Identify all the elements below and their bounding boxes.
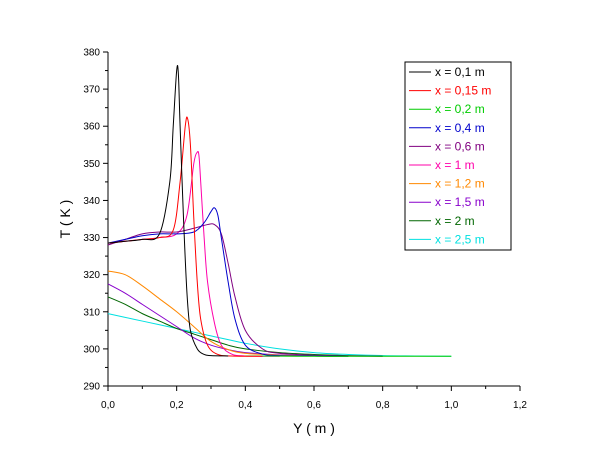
legend-label: x = 0,4 m (435, 121, 485, 135)
y-tick-label: 360 (83, 122, 100, 133)
legend-label: x = 1 m (435, 158, 475, 172)
legend-box (404, 61, 512, 251)
legend-label: x = 0,6 m (435, 139, 485, 153)
series-line-x-2-m (107, 296, 383, 357)
legend-label: x = 2,5 m (435, 232, 485, 246)
y-tick-label: 310 (83, 307, 100, 318)
x-tick-label: 0,6 (307, 400, 321, 411)
legend-label: x = 0,2 m (435, 102, 485, 116)
x-axis-label: Y ( m ) (293, 420, 335, 436)
x-tick-label: 0,4 (238, 400, 252, 411)
y-tick-label: 320 (83, 270, 100, 281)
y-tick-label: 330 (83, 233, 100, 244)
legend-label: x = 0,1 m (435, 65, 485, 79)
y-tick-label: 300 (83, 344, 100, 355)
x-tick-label: 0,0 (101, 400, 115, 411)
y-tick-label: 290 (83, 382, 100, 393)
legend-label: x = 1,2 m (435, 177, 485, 191)
series-line-x-0-6-m (107, 223, 383, 357)
x-tick-label: 0,2 (170, 400, 184, 411)
x-axis-ticks: 0,0 0,2 0,4 0,6 0,8 1,0 1,2 (101, 386, 527, 411)
x-tick-label: 1,2 (513, 400, 527, 411)
legend: x = 0,1 m x = 0,15 m x = 0,2 m x = 0,4 m x =… (404, 61, 512, 251)
y-axis-ticks: 290 300 310 320 330 340 350 360 370 380 (83, 48, 108, 393)
y-tick-label: 380 (83, 48, 100, 59)
legend-label: x = 0,15 m (435, 84, 491, 98)
y-axis-label: T ( K ) (57, 200, 73, 239)
y-tick-label: 370 (83, 85, 100, 96)
series-lines (107, 64, 452, 357)
series-line-x-0-15-m (107, 116, 263, 357)
x-tick-label: 0,8 (376, 400, 390, 411)
x-tick-label: 1,0 (444, 400, 458, 411)
series-line-x-2-5-m (107, 313, 452, 357)
y-tick-label: 340 (83, 196, 100, 207)
y-tick-label: 350 (83, 159, 100, 170)
series-line-x-0-4-m (107, 207, 349, 357)
legend-label: x = 1,5 m (435, 195, 485, 209)
series-line-x-0-1-m (107, 64, 229, 357)
legend-label: x = 2 m (435, 214, 475, 228)
